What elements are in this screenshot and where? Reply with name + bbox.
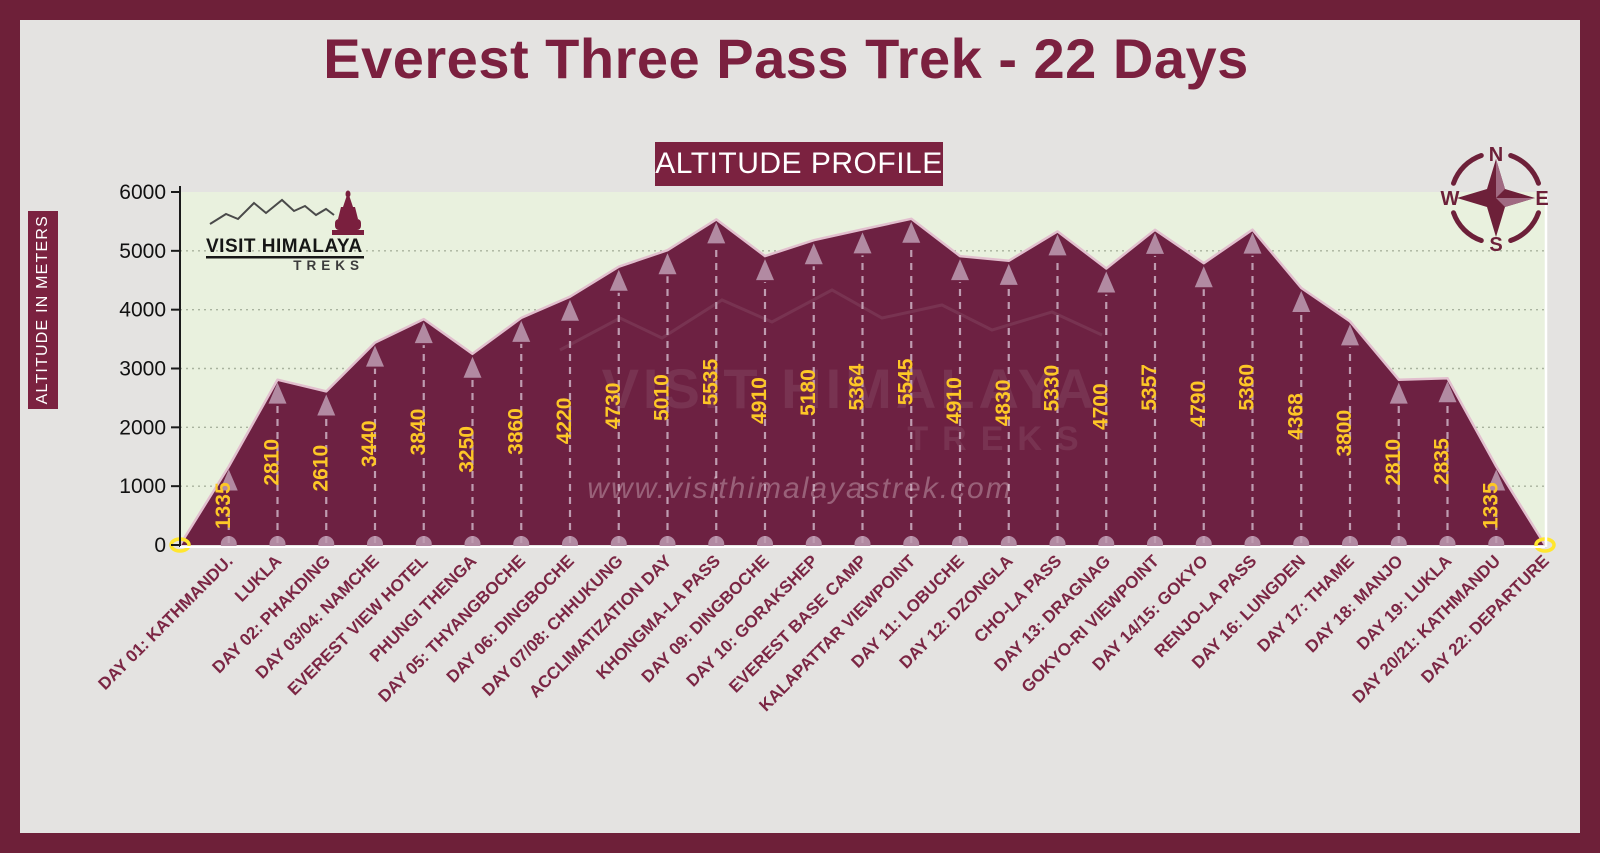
value-label: 5180 xyxy=(797,369,820,416)
arrow-up-icon xyxy=(658,253,677,275)
compass-rose-icon: N E S W xyxy=(1437,139,1555,262)
value-label: 5010 xyxy=(651,374,674,421)
value-label: 4910 xyxy=(943,377,966,424)
value-label: 4220 xyxy=(553,398,576,445)
arrow-up-icon xyxy=(512,320,531,342)
compass-star-shade xyxy=(1496,159,1505,198)
arrow-up-icon xyxy=(1097,271,1116,293)
x-category-label: DAY 01: KATHMANDU. xyxy=(94,551,236,693)
y-tick-label: 5000 xyxy=(119,240,166,263)
value-label: 2610 xyxy=(309,445,332,492)
watermark-logo-text: VISIT HIMALAYA xyxy=(602,357,1099,420)
watermark-logo-text: TREKS xyxy=(907,420,1092,458)
value-label: 3800 xyxy=(1333,410,1356,457)
watermark-ridge xyxy=(559,288,1103,352)
y-tick-label: 0 xyxy=(154,534,166,557)
value-label: 5357 xyxy=(1138,364,1161,411)
area-outline xyxy=(178,217,1547,546)
y-axis-title: ALTITUDE IN METERS xyxy=(28,211,58,409)
value-label: 5330 xyxy=(1041,365,1064,412)
y-tick-label: 1000 xyxy=(119,475,166,498)
value-label: 5360 xyxy=(1236,364,1259,411)
arrow-up-icon xyxy=(1292,291,1311,313)
altitude-profile-badge: ALTITUDE PROFILE xyxy=(655,142,943,186)
compass-w: W xyxy=(1441,188,1460,210)
watermark-url: www.visithimalayastrek.com xyxy=(587,472,1012,505)
value-label: 2835 xyxy=(1431,438,1454,485)
x-category-label: CHO-LA PASS xyxy=(970,551,1065,646)
page-title: Everest Three Pass Trek - 22 Days xyxy=(323,27,1249,90)
arrow-up-icon xyxy=(1341,324,1359,346)
value-label: 5535 xyxy=(699,359,722,406)
value-label: 3250 xyxy=(456,426,479,473)
arrow-up-icon xyxy=(219,469,238,491)
logo-line1: VISIT HIMALAYA xyxy=(206,236,363,257)
compass-star-shade xyxy=(1496,198,1535,207)
arrow-up-icon xyxy=(609,269,628,291)
value-label: 2810 xyxy=(261,439,284,486)
arrow-up-icon xyxy=(1243,232,1262,254)
value-label: 5545 xyxy=(894,358,917,405)
compass-circle xyxy=(1451,153,1541,243)
arrow-up-icon xyxy=(951,259,969,281)
compass-e: E xyxy=(1535,188,1548,210)
value-label: 1335 xyxy=(1479,482,1502,529)
arrow-up-icon xyxy=(561,299,579,321)
value-label: 3840 xyxy=(407,409,430,456)
y-tick-label: 2000 xyxy=(119,416,166,439)
value-label: 4830 xyxy=(992,380,1015,427)
y-tick-label: 3000 xyxy=(119,358,166,381)
value-label: 4730 xyxy=(602,383,625,430)
value-label: 5364 xyxy=(846,364,869,411)
compass-n: N xyxy=(1489,144,1503,166)
value-label: 1335 xyxy=(212,482,235,529)
arrow-up-icon xyxy=(1194,266,1213,288)
brand-logo: VISIT HIMALAYA TREKS xyxy=(202,190,372,277)
arrow-up-icon xyxy=(707,222,726,244)
arrow-up-icon xyxy=(756,259,774,281)
value-label: 4790 xyxy=(1187,381,1210,428)
value-label: 4368 xyxy=(1284,393,1307,440)
logo-stupa-icon xyxy=(332,190,364,235)
y-tick-label: 6000 xyxy=(119,181,166,204)
y-tick-label: 4000 xyxy=(119,299,166,322)
arrow-up-icon xyxy=(853,232,872,254)
arrow-up-icon xyxy=(317,394,336,416)
compass-s: S xyxy=(1489,234,1502,256)
y-axis-title-text: ALTITUDE IN METERS xyxy=(34,215,51,405)
arrow-up-icon xyxy=(1146,232,1164,254)
arrow-up-icon xyxy=(414,322,433,344)
value-label: 4700 xyxy=(1089,383,1112,430)
value-label: 3860 xyxy=(504,408,527,455)
arrow-up-icon xyxy=(1048,234,1067,256)
arrow-up-icon xyxy=(804,243,823,265)
arrow-up-icon xyxy=(366,345,384,367)
value-label: 3440 xyxy=(358,420,381,467)
logo-line2: TREKS xyxy=(293,258,364,272)
arrow-up-icon xyxy=(268,382,287,404)
value-label: 4910 xyxy=(748,377,771,424)
compass-letters: N E S W xyxy=(1441,144,1549,256)
arrow-up-icon xyxy=(999,263,1018,285)
arrow-up-icon xyxy=(902,221,921,243)
arrow-up-icon xyxy=(1487,469,1506,491)
arrow-up-icon xyxy=(1389,382,1408,404)
arrow-up-icon xyxy=(463,356,482,378)
logo-underline xyxy=(206,256,364,259)
value-label: 2810 xyxy=(1382,439,1405,486)
logo-mountain-ridge-icon xyxy=(209,198,335,225)
arrow-up-icon xyxy=(1438,381,1457,403)
